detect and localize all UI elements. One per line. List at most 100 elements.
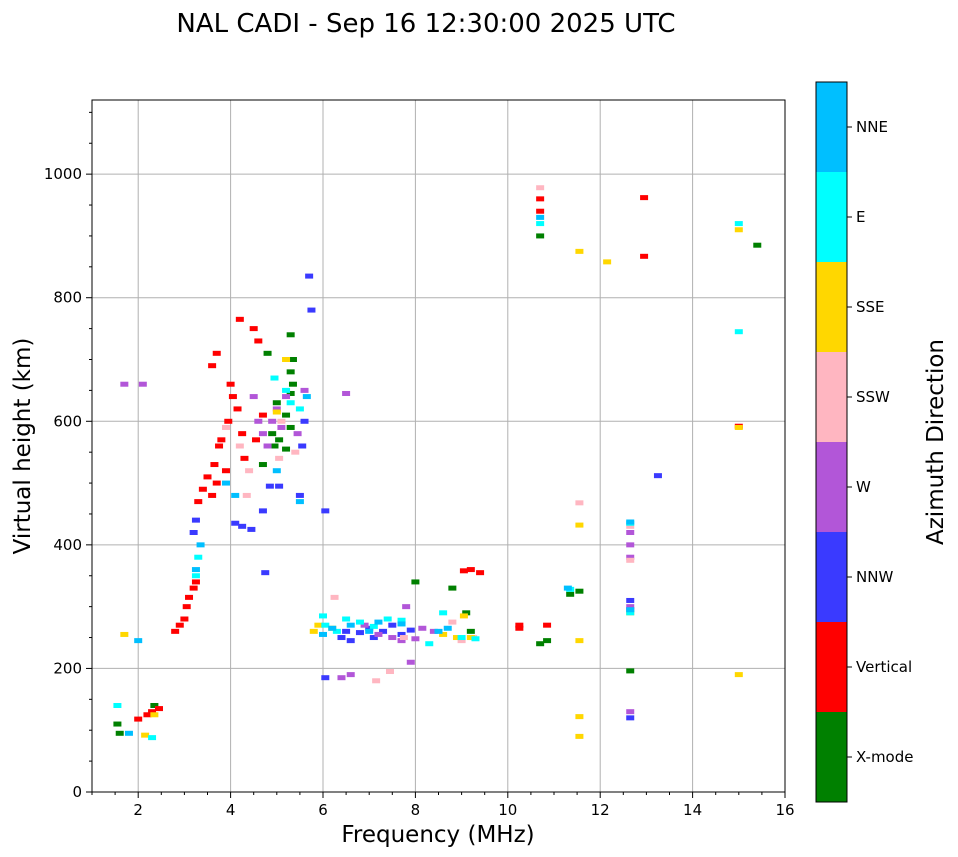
- echo-point-e: [113, 703, 122, 708]
- echo-point-sse: [272, 409, 281, 415]
- echo-point-vertical: [258, 412, 267, 418]
- echo-point-vertical: [640, 253, 649, 259]
- echo-point-nne: [374, 619, 383, 625]
- echo-point-nnw: [379, 628, 388, 634]
- echo-point-w: [397, 638, 406, 644]
- colorbar-label: SSW: [856, 388, 890, 406]
- echo-point-ssw: [221, 424, 230, 430]
- echo-point-e: [425, 641, 434, 647]
- echo-point-nnw: [298, 443, 307, 449]
- echo-point-x-mode: [288, 381, 297, 387]
- echo-point-e: [536, 221, 545, 227]
- echo-point-nne: [134, 638, 143, 644]
- echo-point-x-mode: [543, 638, 552, 644]
- echo-point-x-mode: [626, 668, 635, 674]
- echo-point-e: [471, 636, 480, 642]
- echo-point-sse: [282, 357, 291, 362]
- echo-point-x-mode: [466, 628, 475, 634]
- echo-point-nnw: [346, 638, 355, 644]
- echo-point-sse: [575, 522, 584, 528]
- echo-point-ssw: [242, 492, 251, 498]
- echo-point-ssw: [235, 443, 244, 449]
- echo-point-vertical: [143, 712, 152, 718]
- echo-point-x-mode: [288, 357, 297, 362]
- echo-point-vertical: [198, 486, 207, 492]
- echo-point-ssw: [575, 500, 584, 506]
- echo-point-ssw: [448, 619, 457, 625]
- echo-point-vertical: [189, 585, 198, 591]
- echo-point-ssw: [372, 678, 381, 684]
- echo-point-x-mode: [286, 369, 295, 375]
- echo-point-vertical: [154, 706, 163, 712]
- echo-point-vertical: [543, 622, 552, 628]
- echo-point-nnw: [337, 635, 346, 641]
- echo-point-w: [411, 636, 420, 642]
- echo-point-e: [342, 616, 351, 622]
- echo-point-x-mode: [150, 703, 159, 708]
- echo-point-nne: [536, 214, 545, 220]
- echo-point-x-mode: [566, 591, 575, 597]
- echo-point-nne: [626, 519, 635, 525]
- echo-point-vertical: [228, 394, 237, 400]
- x-tick-label: 4: [226, 801, 236, 819]
- echo-point-w: [249, 394, 258, 400]
- colorbar-label: E: [856, 208, 865, 226]
- echo-point-x-mode: [268, 431, 277, 437]
- colorbar-label: SSE: [856, 298, 885, 316]
- echo-point-vertical: [210, 462, 219, 468]
- echo-point-nne: [295, 499, 304, 505]
- colorbar-swatch: [816, 352, 847, 442]
- echo-point-nne: [272, 468, 281, 474]
- echo-point-vertical: [240, 455, 249, 461]
- axis-ticks: 2 4 6 8 10 12 14 16 0 200 400 600 800 1000: [44, 111, 795, 819]
- echo-point-vertical: [191, 579, 200, 585]
- echo-point-x-mode: [753, 242, 762, 248]
- echo-point-e: [355, 619, 364, 625]
- echo-point-x-mode: [272, 400, 281, 406]
- colorbar-swatch: [816, 532, 847, 622]
- echo-point-nne: [346, 622, 355, 628]
- echo-point-w: [120, 381, 129, 387]
- colorbar-swatch: [816, 442, 847, 532]
- echo-point-ssw: [291, 449, 300, 455]
- echo-point-nne: [365, 628, 374, 634]
- echo-point-nnw: [406, 627, 415, 633]
- echo-point-w: [337, 675, 346, 681]
- echo-point-w: [346, 672, 355, 678]
- echo-point-w: [293, 431, 302, 437]
- colorbar-swatch: [816, 82, 847, 172]
- echo-point-vertical: [640, 195, 649, 201]
- echo-point-nnw: [342, 628, 351, 634]
- echo-point-w: [626, 530, 635, 535]
- echo-point-x-mode: [270, 443, 279, 449]
- echo-point-e: [321, 622, 330, 628]
- echo-point-w: [374, 631, 383, 637]
- echo-point-sse: [734, 424, 743, 430]
- echo-point-nnw: [258, 508, 267, 514]
- echo-point-sse: [309, 628, 318, 634]
- plot-area: [92, 100, 785, 792]
- echo-point-nnw: [261, 570, 270, 576]
- y-tick-label: 1000: [44, 165, 82, 183]
- echo-point-vertical: [476, 570, 485, 576]
- echo-point-ssw: [277, 418, 286, 424]
- y-tick-label: 0: [72, 783, 82, 801]
- echo-point-w: [626, 542, 635, 548]
- echo-point-nnw: [321, 675, 330, 681]
- echo-point-nne: [221, 480, 230, 486]
- echo-point-w: [360, 622, 369, 628]
- x-tick-label: 16: [775, 801, 794, 819]
- echo-point-x-mode: [263, 350, 272, 356]
- echo-point-vertical: [208, 492, 217, 498]
- echo-point-sse: [575, 638, 584, 644]
- y-tick-label: 400: [53, 536, 82, 554]
- echo-point-x-mode: [411, 579, 420, 585]
- echo-point-vertical: [536, 208, 545, 214]
- y-tick-label: 200: [53, 659, 82, 677]
- echo-point-vertical: [182, 604, 191, 610]
- echo-point-vertical: [515, 622, 524, 628]
- echo-point-w: [626, 709, 635, 715]
- echo-point-ssw: [626, 523, 635, 529]
- echo-point-x-mode: [448, 585, 457, 591]
